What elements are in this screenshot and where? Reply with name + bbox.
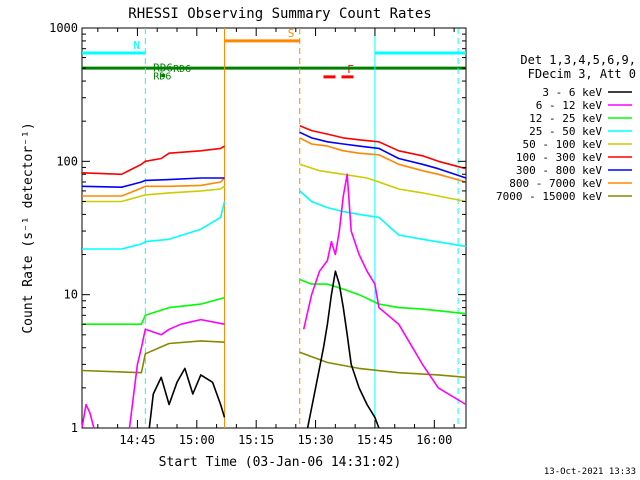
series-line-7000-15000-kev (299, 351, 467, 379)
y-tick-label: 1 (71, 421, 78, 435)
series-line-50-100-kev (299, 163, 467, 203)
y-tick-label: 100 (56, 154, 78, 168)
legend-label: 25 - 50 keV (529, 125, 602, 138)
series-line-300-800-kev (299, 131, 467, 179)
legend: Det 1,3,4,5,6,9, FDecim 3, Att 0 3 - 6 k… (496, 53, 636, 203)
flag-label: RD6 (153, 62, 173, 75)
series-line-3-6-kev (148, 367, 226, 429)
legend-label: 800 - 7000 keV (509, 177, 602, 190)
series-line-25-50-kev (299, 190, 467, 248)
plot-frame (81, 27, 467, 429)
series-line-12-25-kev (82, 296, 225, 326)
x-axis-label: Start Time (03-Jan-06 14:31:02) (159, 455, 402, 470)
series-line-300-800-kev (81, 177, 225, 188)
annotation-text: RD6 (173, 64, 191, 75)
plot-area (81, 27, 467, 429)
series-line-6-12-kev (81, 403, 95, 429)
y-tick-label: 1000 (49, 21, 78, 35)
series-line-50-100-kev (82, 185, 225, 203)
generation-timestamp: 13-Oct-2021 13:33 (544, 467, 636, 477)
flag-label: N (133, 39, 140, 52)
legend-label: 300 - 800 keV (516, 164, 602, 177)
legend-label: 6 - 12 keV (536, 99, 603, 112)
series-line-100-300-kev (299, 124, 467, 170)
chart-title: RHESSI Observing Summary Count Rates (128, 6, 431, 22)
count-rate-curves (81, 124, 467, 429)
legend-label: 100 - 300 keV (516, 151, 602, 164)
x-tick-label: 16:00 (416, 433, 452, 447)
annotation-text: RD6 (153, 72, 171, 83)
series-line-3-6-kev (306, 270, 380, 429)
legend-header-line-2: FDecim 3, Att 0 (528, 67, 636, 81)
instrument-flags: NSFRD6 (82, 27, 466, 79)
legend-label: 3 - 6 keV (542, 86, 602, 99)
series-line-7000-15000-kev (81, 340, 225, 374)
series-line-6-12-kev (302, 173, 467, 406)
x-tick-label: 15:30 (298, 433, 334, 447)
y-axis-label: Count Rate (s⁻¹ detector⁻¹) (21, 122, 36, 333)
x-tick-label: 15:00 (179, 433, 215, 447)
series-line-800-7000-kev (82, 177, 226, 197)
series-line-100-300-kev (81, 145, 225, 176)
series-line-800-7000-kev (299, 137, 467, 183)
x-tick-label: 14:45 (119, 433, 155, 447)
legend-label: 7000 - 15000 keV (496, 190, 602, 203)
y-tick-label: 10 (64, 288, 78, 302)
legend-header-line-1: Det 1,3,4,5,6,9, (520, 53, 636, 67)
y-axis-ticks: 1 10 100 1000 (49, 21, 466, 435)
series-line-6-12-kev (128, 318, 225, 429)
x-tick-label: 15:15 (238, 433, 274, 447)
series-line-12-25-kev (299, 278, 467, 315)
flag-label: S (288, 27, 295, 40)
time-markers (144, 28, 459, 428)
series-line-25-50-kev (82, 201, 226, 250)
legend-label: 50 - 100 keV (523, 138, 603, 151)
x-axis-ticks: 14:45 15:00 15:15 15:30 15:45 16:00 (97, 28, 455, 447)
legend-label: 12 - 25 keV (529, 112, 602, 125)
x-tick-label: 15:45 (357, 433, 393, 447)
